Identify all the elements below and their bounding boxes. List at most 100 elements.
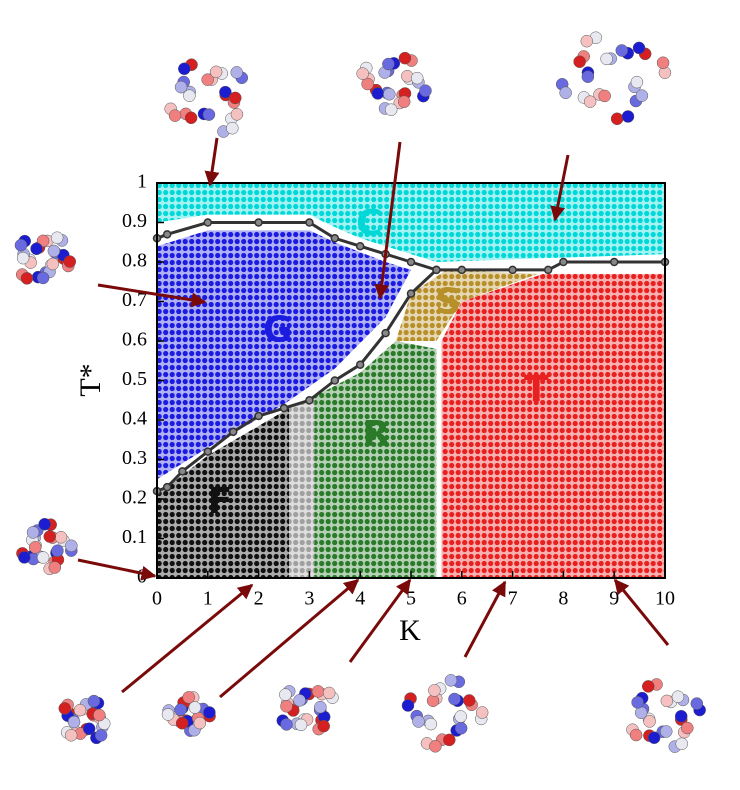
bead — [419, 84, 432, 97]
bead — [36, 271, 50, 285]
boundary-point — [355, 360, 365, 369]
bead — [424, 717, 438, 731]
bead — [82, 722, 96, 736]
bead — [383, 87, 396, 101]
bead — [161, 708, 175, 721]
bead — [201, 73, 214, 86]
bead — [631, 696, 644, 709]
bead — [73, 703, 87, 717]
bead — [16, 251, 30, 265]
bead — [671, 690, 685, 703]
bead — [398, 51, 412, 65]
molecule-icon — [555, 31, 672, 126]
bead — [356, 67, 369, 80]
region-label: R — [362, 414, 390, 455]
bead — [382, 57, 395, 71]
bead — [384, 103, 398, 116]
y-tick-label: 0 — [137, 566, 147, 588]
bead — [280, 700, 293, 713]
bead — [47, 244, 61, 258]
bead — [443, 733, 456, 747]
y-tick-label: 0.5 — [122, 368, 147, 390]
arrows — [77, 137, 670, 699]
bead — [51, 544, 64, 557]
y-axis-title: T* — [74, 363, 107, 396]
boundary-point — [457, 265, 467, 275]
y-tick-label: 0.9 — [122, 210, 147, 232]
boundary-point — [178, 467, 187, 476]
x-tick-label: 9 — [609, 588, 619, 610]
bead — [48, 561, 62, 574]
x-tick-label: 5 — [406, 588, 416, 610]
bead — [280, 718, 293, 731]
bead — [429, 740, 442, 753]
molecule-icon — [276, 685, 339, 736]
bead — [219, 85, 232, 99]
y-tick-label: 0.3 — [122, 447, 147, 469]
bead — [65, 539, 78, 553]
bead — [87, 694, 101, 708]
bead — [229, 91, 242, 105]
bead — [660, 694, 674, 708]
y-tick-label: 0.4 — [122, 408, 147, 430]
boundary-point — [203, 447, 213, 456]
molecule-icon — [58, 694, 111, 745]
bead — [18, 551, 31, 564]
bead — [573, 55, 586, 68]
arrow — [121, 583, 254, 694]
bead — [58, 702, 72, 715]
bead — [203, 706, 216, 719]
bead — [583, 95, 597, 108]
bead — [475, 706, 489, 719]
x-tick-label: 8 — [558, 588, 568, 610]
bead — [54, 531, 68, 544]
boundary-point — [305, 218, 314, 227]
boundary-point — [508, 265, 517, 275]
bead — [314, 700, 327, 714]
phase-region — [157, 408, 290, 578]
x-tick-label: 4 — [355, 588, 365, 610]
bead — [632, 41, 646, 55]
bead — [93, 708, 106, 722]
x-axis-title: K — [399, 614, 421, 647]
bead — [412, 715, 425, 728]
bead — [397, 95, 411, 108]
bead — [426, 694, 440, 707]
phase-region — [157, 230, 411, 480]
bead — [454, 722, 468, 735]
bead — [621, 110, 635, 123]
boundary-point — [254, 218, 263, 227]
boundary-point — [406, 257, 416, 267]
bead — [43, 530, 57, 543]
bead — [28, 541, 42, 554]
x-tick-label: 6 — [457, 588, 467, 610]
bead — [230, 108, 244, 121]
molecule-icon — [356, 51, 432, 116]
phase-region — [289, 396, 315, 578]
phase-region — [157, 183, 665, 262]
region-label: G — [263, 309, 293, 350]
bead — [371, 87, 385, 100]
bead — [610, 112, 624, 126]
x-tick-label: 1 — [203, 588, 213, 610]
molecule-icon — [626, 678, 706, 753]
bead — [690, 697, 704, 710]
bead — [182, 691, 195, 704]
plot-area: C G F R S T 0 1 2 3 4 5 6 7 8 9 10 0 0.1 0.2 0.3 0.4 0.5 0.6 0.7… — [122, 171, 675, 610]
bead — [674, 709, 688, 723]
bead — [46, 257, 60, 271]
bead — [635, 89, 649, 102]
bead — [629, 728, 643, 742]
boundary-point — [162, 482, 172, 492]
x-tick-label: 10 — [655, 588, 675, 610]
bead — [428, 684, 441, 697]
y-tick-label: 0.8 — [122, 250, 147, 272]
x-tick-label: 7 — [508, 588, 518, 610]
bead — [630, 75, 644, 89]
phase-region — [441, 273, 665, 578]
region-label: F — [208, 481, 233, 522]
x-tick-label: 3 — [304, 588, 314, 610]
bead — [30, 242, 43, 256]
arrow — [613, 578, 670, 646]
bead — [643, 715, 656, 728]
